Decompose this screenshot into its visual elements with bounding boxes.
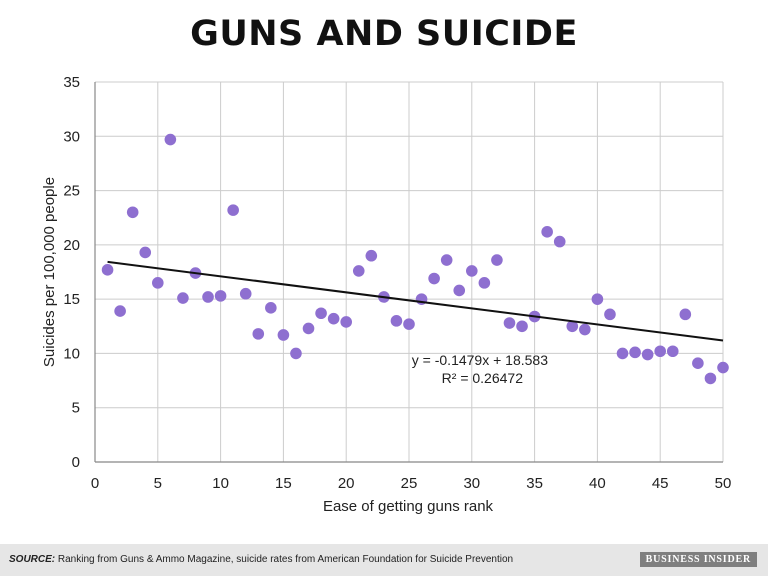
data-point xyxy=(277,329,290,341)
data-point xyxy=(516,320,528,333)
data-point xyxy=(139,246,152,259)
trendline-r-squared: R² = 0.26472 xyxy=(442,370,524,386)
y-tick-label: 15 xyxy=(63,291,80,308)
x-tick-label: 25 xyxy=(401,475,418,492)
y-tick-label: 0 xyxy=(72,454,80,471)
data-point xyxy=(491,254,503,266)
x-tick-label: 20 xyxy=(338,475,355,492)
data-point xyxy=(579,323,591,336)
footer-bar: SOURCE: Ranking from Guns & Ammo Magazin… xyxy=(0,544,768,576)
data-point xyxy=(214,290,227,302)
trendline-equation: y = -0.1479x + 18.583 xyxy=(412,352,548,368)
x-tick-label: 35 xyxy=(526,475,543,492)
x-tick-label: 10 xyxy=(212,475,229,492)
data-point xyxy=(616,347,629,360)
data-point xyxy=(478,277,491,289)
data-point xyxy=(315,307,327,320)
tick-labels: 0 5 10 15 20 25 30 35 40 45 50 0 5 10 15 20 25 30 35 xyxy=(63,74,731,492)
y-tick-label: 5 xyxy=(72,400,80,417)
source-text: Ranking from Guns & Ammo Magazine, suici… xyxy=(55,554,514,565)
data-point xyxy=(252,328,265,340)
data-point xyxy=(654,345,666,358)
data-points xyxy=(101,133,729,385)
x-tick-label: 40 xyxy=(589,475,606,492)
data-point xyxy=(126,206,139,219)
data-point xyxy=(591,293,604,305)
data-point xyxy=(428,272,440,285)
data-point xyxy=(666,345,679,358)
data-point xyxy=(302,322,315,335)
data-point xyxy=(604,308,616,321)
scatter-chart: 0 5 10 15 20 25 30 35 40 45 50 0 5 10 15 20 25 30 35 Ease … xyxy=(41,74,731,515)
data-point xyxy=(466,265,478,277)
x-tick-label: 15 xyxy=(275,475,292,492)
data-point xyxy=(641,348,654,361)
axes xyxy=(94,82,723,463)
x-axis-label: Ease of getting guns rank xyxy=(323,498,494,515)
x-tick-label: 50 xyxy=(715,475,732,492)
data-point xyxy=(503,317,516,329)
trendline-group xyxy=(107,260,724,342)
x-tick-label: 30 xyxy=(463,475,480,492)
data-point xyxy=(152,277,164,289)
grid-lines xyxy=(95,81,724,462)
data-point xyxy=(327,312,340,325)
data-point xyxy=(566,320,579,333)
chart-title: GUNS AND SUICIDE xyxy=(190,14,578,54)
y-tick-label: 20 xyxy=(63,237,80,254)
data-point xyxy=(390,315,403,327)
data-point xyxy=(265,302,277,314)
x-tick-label: 0 xyxy=(91,475,99,492)
data-point xyxy=(541,226,553,238)
y-tick-label: 30 xyxy=(63,128,80,145)
data-point xyxy=(629,346,641,359)
trendline xyxy=(107,260,724,342)
data-point xyxy=(227,204,239,216)
y-axis-label: Suicides per 100,000 people xyxy=(41,177,58,367)
source-label: SOURCE: xyxy=(9,554,56,565)
data-point xyxy=(717,361,729,374)
data-point xyxy=(164,133,177,146)
data-point xyxy=(679,308,692,321)
y-tick-label: 10 xyxy=(63,345,80,362)
data-point xyxy=(114,305,126,317)
data-point xyxy=(290,347,302,360)
data-point xyxy=(340,316,353,328)
y-tick-label: 35 xyxy=(63,74,80,91)
data-point xyxy=(365,249,378,262)
data-point xyxy=(403,318,415,330)
data-point xyxy=(704,372,717,385)
data-point xyxy=(553,235,566,248)
data-point xyxy=(453,284,466,297)
data-point xyxy=(352,265,365,277)
source-note: SOURCE: Ranking from Guns & Ammo Magazin… xyxy=(9,554,513,565)
business-insider-logo: BUSINESS INSIDER xyxy=(639,552,757,567)
y-tick-label: 25 xyxy=(63,183,80,200)
data-point xyxy=(101,264,114,276)
data-point xyxy=(202,291,214,303)
data-point xyxy=(692,357,704,370)
x-tick-label: 45 xyxy=(652,475,669,492)
data-point xyxy=(440,254,453,266)
data-point xyxy=(177,292,189,304)
data-point xyxy=(239,287,252,300)
x-tick-label: 5 xyxy=(154,475,162,492)
